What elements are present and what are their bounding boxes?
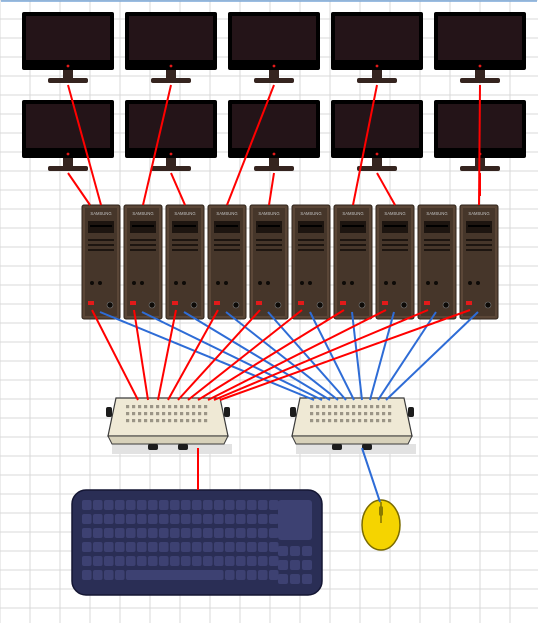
svg-text:SAMSUNG: SAMSUNG — [426, 211, 447, 216]
svg-text:SAMSUNG: SAMSUNG — [342, 211, 363, 216]
svg-text:SAMSUNG: SAMSUNG — [132, 211, 153, 216]
keyboard — [72, 490, 322, 595]
pc-tower-4: SAMSUNG — [250, 205, 288, 319]
kvm-switch-0 — [106, 398, 232, 454]
pc-tower-8: SAMSUNG — [418, 205, 456, 319]
svg-text:SAMSUNG: SAMSUNG — [258, 211, 279, 216]
svg-text:SAMSUNG: SAMSUNG — [300, 211, 321, 216]
svg-text:SAMSUNG: SAMSUNG — [90, 211, 111, 216]
pc-tower-3: SAMSUNG — [208, 205, 246, 319]
svg-text:SAMSUNG: SAMSUNG — [216, 211, 237, 216]
svg-text:SAMSUNG: SAMSUNG — [384, 211, 405, 216]
svg-text:SAMSUNG: SAMSUNG — [468, 211, 489, 216]
pc-tower-0: SAMSUNG — [82, 205, 120, 319]
mouse — [362, 500, 400, 550]
pc-tower-5: SAMSUNG — [292, 205, 330, 319]
pc-tower-2: SAMSUNG — [166, 205, 204, 319]
pc-tower-7: SAMSUNG — [376, 205, 414, 319]
pc-tower-1: SAMSUNG — [124, 205, 162, 319]
kvm-switch-1 — [290, 398, 416, 454]
pc-tower-6: SAMSUNG — [334, 205, 372, 319]
svg-text:SAMSUNG: SAMSUNG — [174, 211, 195, 216]
pc-tower-9: SAMSUNG — [460, 205, 498, 319]
